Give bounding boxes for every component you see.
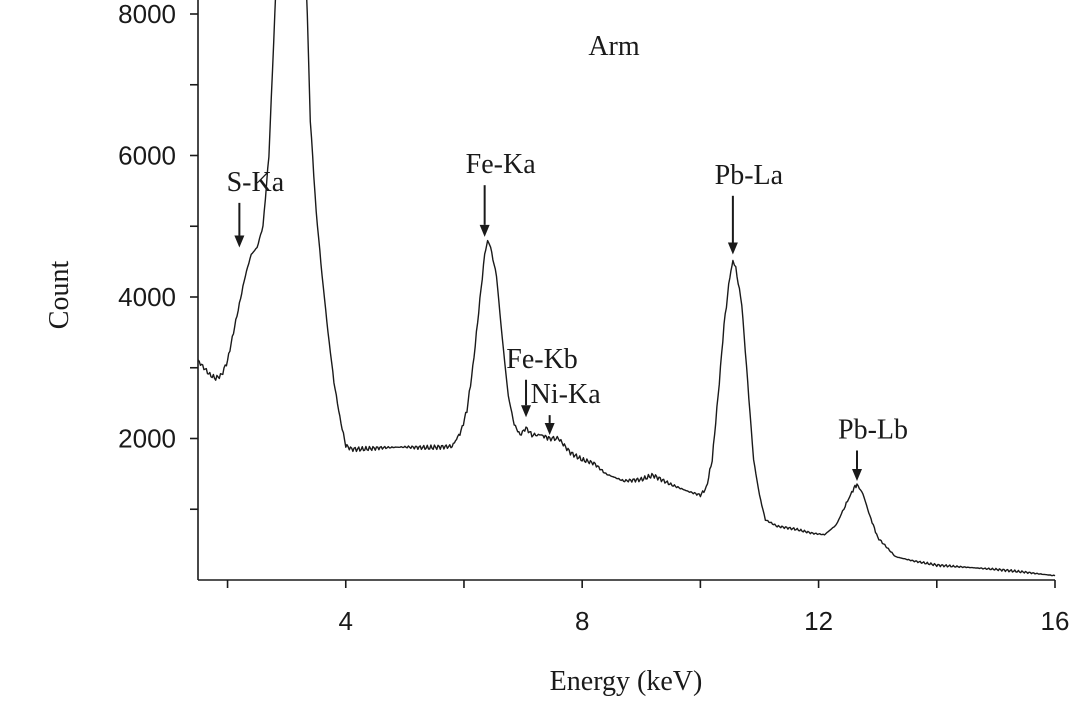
annotation-ni-ka: Ni-Ka bbox=[531, 379, 602, 435]
annotation-fe-kb: Fe-Kb bbox=[506, 344, 578, 418]
annotation-label: Fe-Ka bbox=[466, 149, 537, 180]
y-tick-label: 2000 bbox=[118, 424, 176, 454]
y-tick-label: 4000 bbox=[118, 282, 176, 312]
annotation-label: Fe-Kb bbox=[506, 344, 578, 375]
annotation-fe-ka: Fe-Ka bbox=[466, 149, 537, 237]
x-tick-label: 8 bbox=[575, 606, 589, 636]
peak-annotations: S-Ka Fe-Ka Fe-Kb Ni-Ka Pb-La Pb-Lb bbox=[227, 149, 908, 481]
x-tick-label: 4 bbox=[339, 606, 353, 636]
annotation-pb-la: Pb-La bbox=[715, 160, 784, 255]
axis-ticks: 4 8 12 16 2000 4000 6000 8000 bbox=[118, 0, 1069, 636]
annotation-arrow-head bbox=[479, 224, 490, 237]
annotation-label: Pb-Lb bbox=[838, 415, 908, 446]
spectrum-line-0 bbox=[198, 0, 1056, 577]
x-tick-label: 12 bbox=[804, 606, 833, 636]
annotation-label: Ni-Ka bbox=[531, 379, 602, 410]
annotation-pb-lb: Pb-Lb bbox=[838, 415, 908, 481]
annotation-arrow-head bbox=[727, 242, 738, 255]
annotation-arrow-head bbox=[234, 235, 245, 248]
x-tick-label: 16 bbox=[1041, 606, 1070, 636]
axes bbox=[197, 0, 1055, 581]
chart-title: Arm bbox=[588, 31, 640, 62]
annotation-arrow-head bbox=[852, 468, 863, 481]
annotation-label: Pb-La bbox=[715, 160, 784, 191]
annotation-arrow-head bbox=[544, 422, 555, 435]
y-axis-label: Count bbox=[44, 261, 75, 330]
annotation-label: S-Ka bbox=[227, 167, 285, 198]
annotation-arrow-head bbox=[521, 405, 532, 418]
annotation-s-ka: S-Ka bbox=[227, 167, 285, 248]
y-tick-label: 8000 bbox=[118, 0, 176, 29]
spectrum-series bbox=[198, 0, 1056, 577]
y-tick-label: 6000 bbox=[118, 141, 176, 171]
x-axis-label: Energy (keV) bbox=[550, 666, 703, 697]
